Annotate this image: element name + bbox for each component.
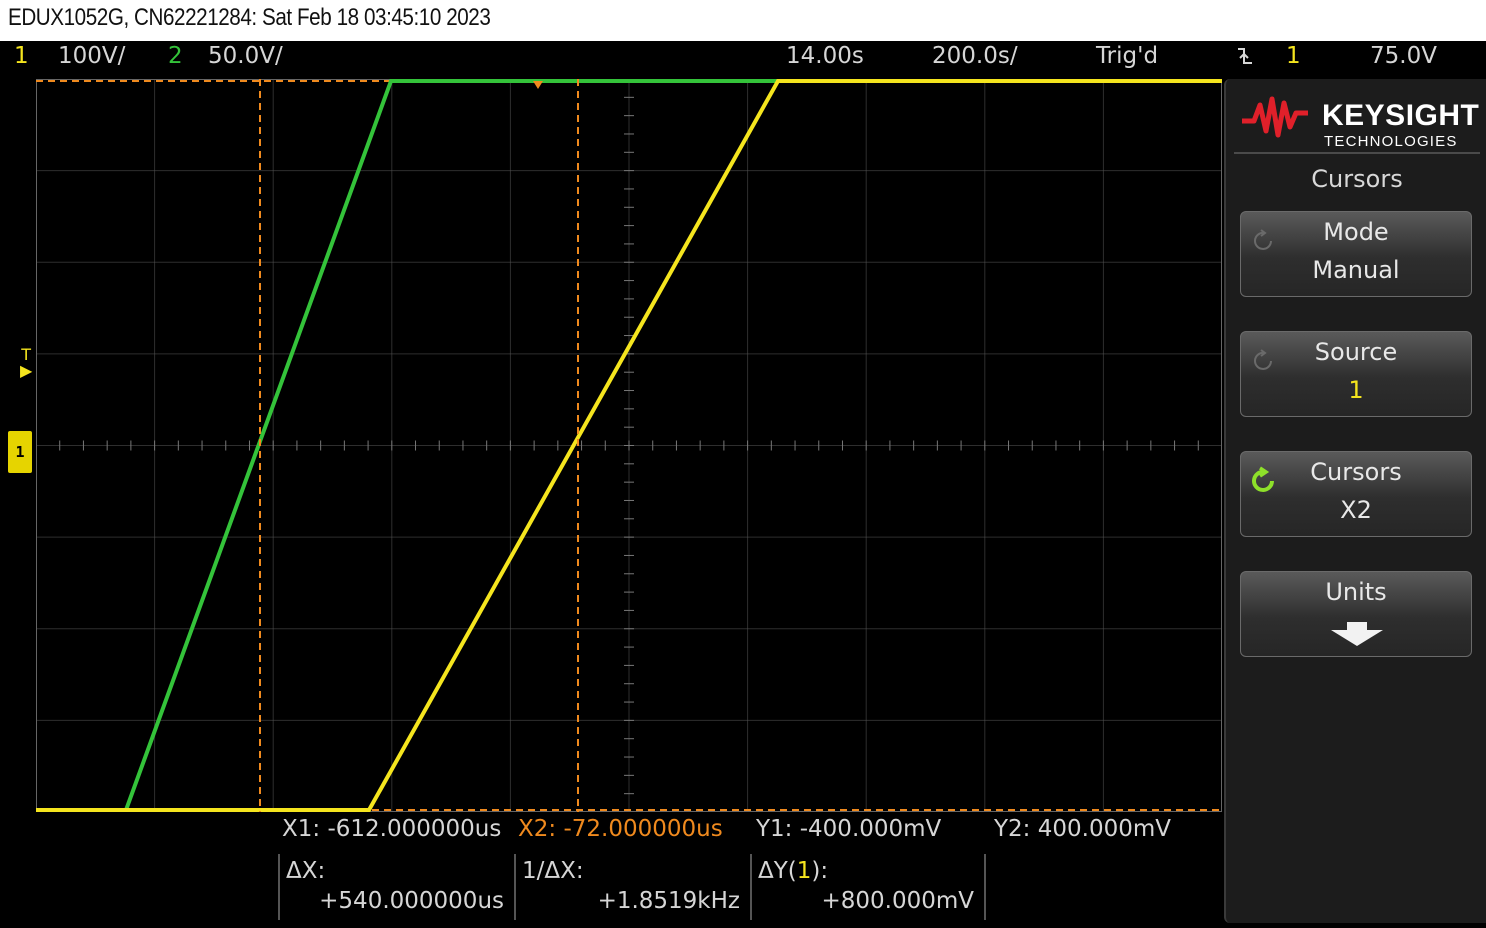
delta-y-value: +800.000mV [821, 888, 974, 914]
delta-y-label-prefix: ΔY( [758, 858, 797, 884]
status-bar: 1 100V/ 2 50.0V/ 14.00s 200.0s/ Trig'd 1… [0, 41, 1486, 75]
cursor-readout: X1: -612.000000us X2: -72.000000us Y1: -… [0, 814, 1222, 850]
y2-readout: Y2: 400.000mV [994, 816, 1171, 842]
delta-x-value: +540.000000us [319, 888, 504, 914]
ground-marker-label: 1 [15, 443, 25, 461]
cursors-softkey-label: Cursors [1310, 458, 1402, 486]
rotate-knob-icon [1254, 229, 1272, 250]
source-softkey-value: 1 [1348, 376, 1364, 404]
ch1-number[interactable]: 1 [14, 43, 29, 69]
delta-x-panel: ΔX: +540.000000us [278, 854, 514, 920]
x1-readout: X1: -612.000000us [282, 816, 502, 842]
inverse-delta-x-label: 1/ΔX: [522, 858, 584, 884]
active-knob-icon [1252, 466, 1274, 492]
units-softkey-label: Units [1325, 578, 1387, 606]
window-caption: EDUX1052G, CN62221284: Sat Feb 18 03:45:… [8, 4, 491, 31]
x2-readout: X2: -72.000000us [518, 816, 723, 842]
channel1-trace [36, 79, 1222, 812]
delta-y-label-suffix: ): [811, 858, 829, 884]
mode-softkey-value: Manual [1312, 256, 1400, 284]
inverse-delta-x-value: +1.8519kHz [597, 888, 740, 914]
rotate-knob-icon [1254, 349, 1272, 370]
source-softkey-label: Source [1314, 338, 1398, 366]
ch2-scale[interactable]: 50.0V/ [208, 43, 283, 69]
trigger-state: Trig'd [1096, 43, 1159, 69]
keysight-wave-icon [1242, 96, 1308, 138]
ch2-number[interactable]: 2 [168, 43, 183, 69]
source-softkey[interactable]: Source 1 [1240, 331, 1472, 417]
delta-y-label: ΔY(1): [758, 858, 828, 884]
right-arrow-icon: ▶ [20, 361, 33, 380]
trigger-time-marker [533, 81, 543, 89]
time-scale[interactable]: 200.0s/ [932, 43, 1018, 69]
trigger-position-marker[interactable]: T ▶ [20, 347, 32, 379]
graticule [36, 79, 1222, 812]
down-arrow-icon [1331, 622, 1383, 646]
oscilloscope-display: 1 100V/ 2 50.0V/ 14.00s 200.0s/ Trig'd 1… [0, 41, 1486, 928]
channel1-ground-marker[interactable]: 1 [6, 429, 34, 475]
menu-title: Cursors [1311, 165, 1403, 193]
cursors-softkey-value: X2 [1340, 496, 1372, 524]
menu-divider [1234, 152, 1480, 154]
y1-readout: Y1: -400.000mV [756, 816, 942, 842]
cursors-softkey[interactable]: Cursors X2 [1240, 451, 1472, 537]
inverse-delta-x-panel: 1/ΔX: +1.8519kHz [514, 854, 750, 920]
falling-edge-icon [1236, 43, 1254, 75]
delta-y-panel: ΔY(1): +800.000mV [750, 854, 986, 920]
mode-softkey[interactable]: Mode Manual [1240, 211, 1472, 297]
ch1-scale[interactable]: 100V/ [58, 43, 126, 69]
units-softkey[interactable]: Units [1240, 571, 1472, 657]
delta-y-label-channel: 1 [796, 858, 812, 884]
delta-x-label: ΔX: [286, 858, 326, 884]
keysight-logo: KEYSIGHT TECHNOLOGIES [1240, 91, 1480, 150]
time-delay[interactable]: 14.00s [786, 43, 864, 69]
logo-subtitle: TECHNOLOGIES [1324, 133, 1458, 150]
waveform-area[interactable] [36, 79, 1222, 812]
trigger-marker-label: T [21, 345, 32, 364]
logo-word: KEYSIGHT [1322, 99, 1480, 132]
mode-softkey-label: Mode [1323, 218, 1389, 246]
trigger-level[interactable]: 75.0V [1370, 43, 1437, 69]
trigger-source[interactable]: 1 [1286, 43, 1301, 69]
softkey-menu: KEYSIGHT TECHNOLOGIES Cursors Mode Manua… [1224, 79, 1486, 923]
